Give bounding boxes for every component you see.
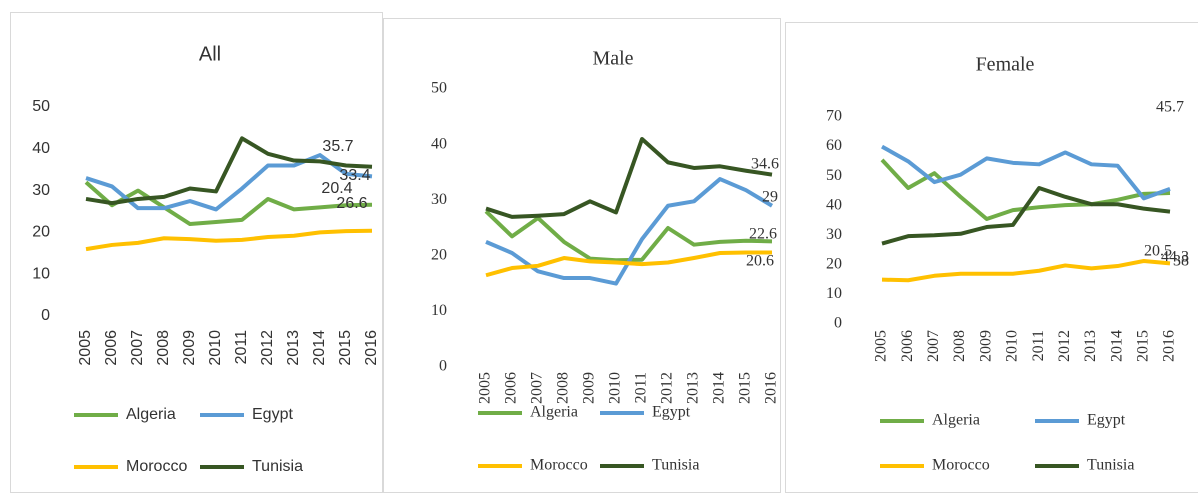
y-tick-label: 10 [32, 265, 50, 282]
legend-label: Morocco [530, 457, 588, 474]
y-tick-label: 40 [826, 196, 842, 213]
x-tick-label: 2009 [977, 330, 994, 362]
x-tick-label: 2016 [363, 330, 380, 366]
end-value-label: 35.7 [322, 138, 353, 155]
legend-label: Algeria [126, 406, 176, 423]
legend-label: Algeria [530, 404, 578, 421]
chart-panel: Male 0 10 20 30 40 50 2005 2006 2007 2008 2009 2010 2… [383, 18, 781, 493]
x-tick-label: 2005 [873, 330, 890, 362]
chart-title: All [199, 43, 221, 65]
y-tick-label: 40 [32, 140, 50, 157]
chart-title: Male [592, 48, 633, 70]
x-tick-label: 2005 [77, 330, 94, 366]
legend-label: Tunisia [652, 457, 699, 474]
x-tick-label: 2011 [1030, 330, 1047, 361]
y-tick-label: 20 [431, 246, 447, 263]
end-value-label: 26.6 [336, 195, 367, 212]
x-tick-label: 2006 [103, 330, 120, 366]
x-tick-label: 2006 [899, 330, 916, 362]
y-tick-label: 50 [32, 98, 50, 115]
x-tick-label: 2012 [1056, 330, 1073, 362]
series-line [485, 137, 773, 219]
x-tick-label: 2008 [555, 372, 572, 404]
y-tick-label: 30 [826, 226, 842, 243]
x-tick-label: 2005 [477, 372, 494, 404]
x-tick-label: 2014 [711, 372, 728, 404]
end-value-label: 22.6 [749, 226, 777, 243]
x-tick-label: 2016 [1161, 330, 1178, 362]
panel-frame [10, 12, 383, 493]
x-tick-label: 2008 [155, 330, 172, 366]
x-tick-label: 2013 [285, 330, 302, 366]
series-line [85, 136, 373, 206]
y-tick-label: 20 [826, 256, 842, 273]
end-value-label: 34.6 [751, 156, 779, 173]
legend-label: Algeria [932, 412, 980, 429]
x-tick-label: 2010 [607, 372, 624, 404]
y-tick-label: 50 [431, 80, 447, 97]
series-line [485, 250, 772, 278]
legend-label: Morocco [126, 458, 187, 475]
chart-panel: All 0 10 20 30 40 50 2005 2006 2007 2008 2009 2010 20… [10, 12, 383, 493]
y-tick-label: 30 [431, 191, 447, 208]
end-value-label: 45.7 [1156, 99, 1184, 116]
series-line [881, 259, 1171, 283]
x-tick-label: 2012 [259, 330, 276, 366]
x-tick-label: 2014 [311, 330, 328, 366]
y-tick-label: 70 [826, 108, 842, 125]
end-value-label: 20.5 [1144, 243, 1172, 260]
legend-label: Egypt [652, 404, 691, 421]
end-value-label: 29 [762, 189, 778, 206]
y-tick-label: 0 [439, 358, 447, 375]
x-tick-label: 2006 [503, 372, 520, 404]
legend-label: Morocco [932, 457, 990, 474]
panel-frame [785, 22, 1198, 493]
x-tick-label: 2014 [1108, 330, 1125, 362]
y-tick-label: 10 [431, 302, 447, 319]
end-value-label: 20.4 [321, 180, 352, 197]
chart-title: Female [976, 54, 1035, 76]
x-tick-label: 2007 [529, 372, 546, 404]
y-tick-label: 60 [826, 137, 842, 154]
x-tick-label: 2007 [925, 330, 942, 362]
y-tick-label: 10 [826, 285, 842, 302]
x-tick-label: 2015 [737, 372, 754, 404]
x-tick-label: 2008 [951, 330, 968, 362]
series-line [880, 158, 1171, 222]
x-tick-label: 2010 [207, 330, 224, 366]
end-value-label: 38 [1173, 253, 1189, 270]
chart-panel: Female 0 10 20 30 40 50 60 70 2005 2006 2007 2008 200… [785, 22, 1198, 493]
y-tick-label: 0 [834, 315, 842, 332]
x-tick-label: 2012 [659, 372, 676, 404]
y-tick-label: 50 [826, 167, 842, 184]
series-line [85, 153, 373, 212]
series-line [881, 144, 1171, 201]
legend-label: Tunisia [252, 458, 303, 475]
x-tick-label: 2007 [129, 330, 146, 366]
x-tick-label: 2009 [581, 372, 598, 404]
end-value-label: 20.6 [746, 253, 774, 270]
y-tick-label: 30 [32, 182, 50, 199]
legend-label: Egypt [252, 406, 293, 423]
y-tick-label: 0 [41, 307, 50, 324]
series-line [881, 185, 1171, 246]
series-line [85, 228, 373, 252]
y-tick-label: 20 [32, 224, 50, 241]
x-tick-label: 2010 [1004, 330, 1021, 362]
series-line [84, 180, 373, 227]
x-tick-label: 2015 [1134, 330, 1151, 362]
x-tick-label: 2011 [633, 372, 650, 403]
x-tick-label: 2016 [763, 372, 780, 404]
x-tick-label: 2013 [1082, 330, 1099, 362]
legend-label: Egypt [1087, 412, 1126, 429]
end-value-label: 33.4 [339, 167, 370, 184]
legend-label: Tunisia [1087, 457, 1134, 474]
x-tick-label: 2015 [337, 330, 354, 366]
x-tick-label: 2009 [181, 330, 198, 366]
y-tick-label: 40 [431, 135, 447, 152]
x-tick-label: 2013 [685, 372, 702, 404]
x-tick-label: 2011 [233, 330, 250, 365]
